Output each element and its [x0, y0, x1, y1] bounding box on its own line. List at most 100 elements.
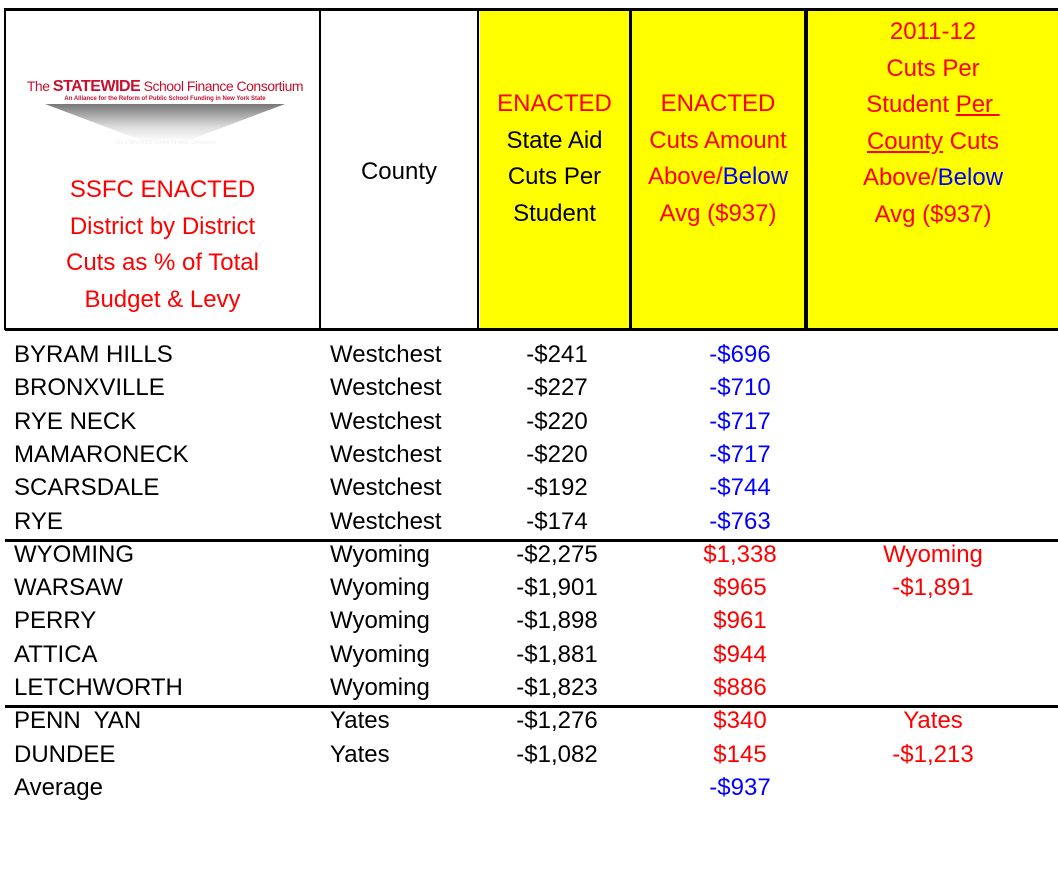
cuts: -$174: [526, 507, 588, 535]
diff: -$717: [709, 440, 771, 468]
header-line: Cuts Per: [808, 51, 1058, 88]
cuts: -$1,881: [516, 640, 598, 668]
county: Yates: [330, 740, 390, 768]
diff: $340: [713, 707, 767, 735]
district: PERRY: [14, 607, 97, 635]
county: Westchest: [330, 341, 442, 368]
county: Westchest: [330, 374, 442, 402]
diff: -$710: [709, 374, 771, 402]
diff: $886: [713, 674, 767, 701]
header-text: State Aid: [506, 126, 603, 154]
header-line: Student Per: [808, 87, 1058, 124]
header-line: Avg ($937): [632, 196, 804, 233]
header-cell: County: [320, 154, 478, 191]
county: Wyoming: [330, 574, 430, 602]
header-text: Student: [513, 199, 596, 227]
logo-caption: The STATEWIDE School Finance Consortium: [114, 140, 216, 146]
county: Wyoming: [330, 607, 430, 635]
rule: [477, 8, 479, 330]
header-line: County: [320, 154, 478, 191]
header-cell: 2011-12 Cuts Per Student Per County Cuts Ab…: [808, 14, 1058, 233]
header-text: County: [866, 127, 944, 155]
header-cell: SSFC ENACTED District by District Cuts as …: [5, 172, 320, 318]
district: MAMARONECK: [14, 440, 189, 468]
header-line: ENACTED: [632, 86, 804, 123]
rule: [5, 705, 1058, 709]
rule: [5, 538, 1058, 542]
cuts: -$220: [526, 407, 588, 435]
county: Yates: [330, 707, 390, 735]
header-line: Cuts Amount: [632, 123, 804, 160]
logo-title-part: The: [26, 78, 53, 94]
header-text: Cuts Amount: [649, 126, 787, 154]
cuts: -$2,275: [516, 540, 598, 568]
header-line: 2011-12: [808, 14, 1058, 51]
header-text: Avg ($937): [659, 199, 777, 227]
header-line: Budget & Levy: [5, 282, 320, 319]
cuts: -$1,901: [516, 574, 598, 602]
header-line: Above/Below: [632, 159, 804, 196]
rule: [319, 8, 321, 330]
header-text: County: [360, 158, 438, 185]
header-line: Cuts as % of Total: [5, 245, 320, 282]
header-line: SSFC ENACTED: [5, 172, 320, 209]
cuts: -$220: [526, 440, 588, 468]
diff: -$763: [709, 507, 771, 535]
county: Westchest: [330, 507, 442, 535]
logo-title-part: STATEWIDE: [52, 78, 141, 95]
cuts: -$1,898: [516, 607, 598, 635]
county: Westchest: [330, 440, 442, 468]
header-text: Budget & Levy: [84, 285, 241, 313]
header-text: Cuts Per: [507, 163, 602, 190]
header-text: ENACTED: [497, 90, 612, 117]
header-fill: [632, 10, 804, 328]
district: RYE NECK: [14, 407, 137, 435]
header-text: Cuts as % of Total: [66, 249, 259, 276]
header-fill: [808, 10, 1058, 328]
diff: -$696: [709, 341, 771, 368]
county: Wyoming: [330, 640, 430, 668]
header-text: Cuts: [943, 127, 1000, 155]
header-fill: [480, 10, 629, 328]
header-text: Below: [937, 164, 1004, 191]
logo-title: The STATEWIDE School Finance Consortium: [20, 78, 310, 96]
rule: [5, 328, 1058, 331]
district: SCARSDALE: [14, 474, 160, 502]
header-text: Above/: [647, 163, 723, 190]
cuts: -$1,082: [516, 740, 598, 768]
average-label: Average: [14, 773, 103, 801]
cuts: -$241: [526, 341, 588, 368]
header-text: Avg ($937): [874, 200, 992, 228]
district: WARSAW: [14, 574, 123, 602]
logo-title-part: School Finance Consortium: [140, 78, 304, 94]
header-text: 2011-12: [889, 18, 977, 45]
diff: $1,338: [703, 540, 777, 568]
district: BRONXVILLE: [14, 374, 165, 402]
diff: $961: [713, 607, 767, 635]
county: Wyoming: [330, 674, 430, 701]
header-text: Per: [955, 91, 1000, 118]
summary-cuts: -$1,891: [892, 574, 974, 602]
county: Westchest: [330, 407, 442, 435]
district: BYRAM HILLS: [14, 341, 173, 368]
header-cell: ENACTED Cuts Amount Above/Below Avg ($937): [632, 86, 804, 232]
header-line: Cuts Per: [480, 159, 629, 196]
district: PENN YAN: [14, 707, 142, 735]
header-text: Cuts Per: [886, 54, 980, 82]
summary-county: Yates: [903, 707, 963, 735]
county: Westchest: [330, 474, 442, 502]
diff: -$717: [709, 407, 771, 435]
header-text: District by District: [69, 212, 256, 240]
header-text: SSFC ENACTED: [69, 176, 256, 203]
district: WYOMING: [14, 540, 134, 568]
diff: $145: [713, 740, 767, 768]
average-diff: -$937: [709, 773, 771, 801]
county: Wyoming: [330, 540, 430, 568]
district: DUNDEE: [14, 740, 116, 768]
rule: [5, 8, 1058, 11]
district: RYE: [14, 507, 63, 535]
header-cell: ENACTED State Aid Cuts Per Student: [480, 86, 629, 232]
district: ATTICA: [14, 640, 98, 668]
